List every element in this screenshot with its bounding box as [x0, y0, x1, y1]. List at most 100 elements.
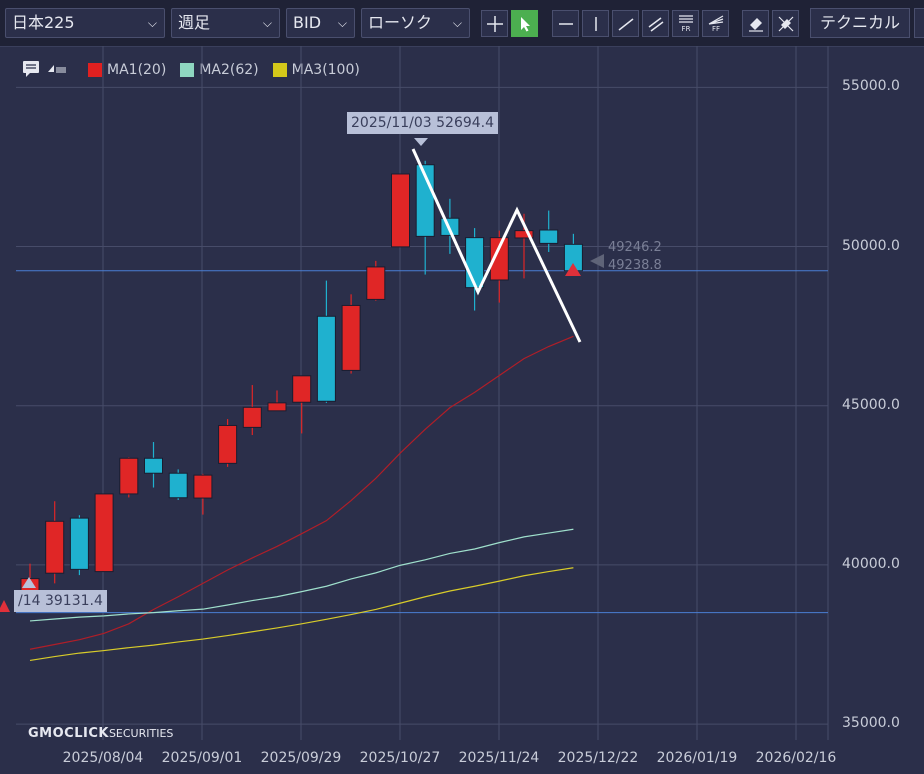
candle: [242, 385, 262, 436]
candle: [218, 419, 238, 467]
chart-legend: MA1(20) MA2(62) MA3(100): [20, 60, 374, 80]
low-tooltip: /14 39131.4: [14, 590, 107, 612]
candle: [366, 260, 386, 301]
candle-body: [341, 304, 361, 371]
legend-label: MA3(100): [291, 62, 360, 78]
x-tick-label: 2025/09/29: [260, 750, 342, 766]
collapse-legend-icon[interactable]: [46, 61, 68, 79]
candle-body: [563, 243, 583, 272]
candle-body: [292, 375, 312, 403]
chart-grid: [16, 46, 829, 740]
clear-all-button[interactable]: [772, 10, 799, 37]
brand-sub: SECURITIES: [108, 727, 174, 740]
symbol-select[interactable]: 日本225 ⌵: [5, 8, 165, 38]
technical-button[interactable]: テクニカル: [810, 8, 910, 38]
candle-body: [119, 457, 139, 495]
x-tick-label: 2026/02/16: [755, 750, 837, 766]
horizontal-line-button[interactable]: [552, 10, 579, 37]
brand-main: GMOCLICK: [28, 726, 109, 741]
candlesticks: [20, 160, 583, 594]
clear-all-icon: [778, 16, 793, 32]
candle-body: [539, 229, 559, 244]
candle-body: [415, 164, 435, 237]
candle-body: [94, 493, 114, 573]
crosshair-button[interactable]: [481, 10, 508, 37]
moving-averages: [29, 335, 574, 662]
last-price-label: 49238.8: [608, 258, 662, 273]
chart-toolbar: 日本225 ⌵ 週足 ⌵ BID ⌵ ローソク ⌵ FR FF: [0, 0, 924, 47]
candle: [539, 210, 559, 252]
candle: [144, 442, 163, 488]
toolbar-overflow-button[interactable]: [914, 8, 924, 38]
candle-body: [168, 472, 188, 499]
candle-body: [193, 474, 213, 499]
candle: [267, 390, 287, 412]
parallel-line-button[interactable]: [642, 10, 669, 37]
user-drawing: [411, 148, 582, 343]
candle: [94, 493, 114, 573]
period-select[interactable]: 週足 ⌵: [171, 8, 280, 38]
candle-body: [316, 315, 336, 402]
candle: [168, 469, 188, 500]
fibonacci-fan-button[interactable]: FF: [702, 10, 729, 37]
candle-body: [440, 217, 460, 236]
candle: [489, 230, 509, 303]
chevron-down-icon: ⌵: [452, 16, 462, 30]
legend-swatch: [88, 63, 102, 77]
legend-ma2: MA2(62): [180, 62, 259, 78]
legend-ma1: MA1(20): [88, 62, 166, 78]
y-tick-label: 45000.0: [842, 396, 900, 413]
vertical-line-button[interactable]: [582, 10, 609, 37]
fibonacci-retracement-text: FR: [681, 25, 690, 32]
chart-type-value: ローソク: [368, 13, 433, 32]
price-arrow-icon: [590, 254, 604, 268]
signal-up-triangle: [0, 600, 10, 612]
trend-line-button[interactable]: [612, 10, 639, 37]
comment-icon[interactable]: [20, 59, 42, 81]
chevron-down-icon: ⌵: [262, 16, 272, 30]
markers: [0, 254, 604, 612]
x-tick-label: 2025/12/22: [557, 750, 639, 766]
candle: [20, 563, 40, 594]
trend-line-icon: [618, 18, 633, 31]
candle: [193, 473, 213, 515]
pointer-icon: [520, 17, 530, 32]
brand-logo: GMOCLICKSECURITIES: [28, 726, 173, 741]
candle-body: [366, 266, 386, 300]
y-tick-label: 50000.0: [842, 237, 900, 254]
fibonacci-retracement-button[interactable]: FR: [672, 10, 699, 37]
chart-type-select[interactable]: ローソク ⌵: [361, 8, 470, 38]
legend-swatch: [180, 63, 195, 77]
candle: [119, 457, 139, 498]
bid-price-label: 49246.2: [608, 240, 662, 255]
candle: [465, 228, 485, 311]
eraser-button[interactable]: [742, 10, 769, 37]
low-marker-triangle: [22, 577, 36, 588]
symbol-value: 日本225: [12, 13, 75, 32]
vertical-line-icon: [594, 17, 597, 31]
ma-line-1: [29, 335, 574, 650]
candle-body: [218, 424, 238, 464]
candle: [45, 501, 65, 584]
candle: [563, 233, 583, 274]
y-tick-label: 40000.0: [842, 555, 900, 572]
ma-line-3: [29, 567, 574, 662]
y-tick-label: 55000.0: [842, 78, 900, 95]
tooltip-pointer: [414, 138, 428, 146]
x-tick-label: 2025/10/27: [359, 750, 441, 766]
candle: [292, 375, 312, 434]
candle: [415, 160, 435, 275]
side-value: BID: [293, 13, 322, 32]
horizontal-line-icon: [558, 23, 573, 25]
drawn-zigzag-line: [411, 148, 582, 343]
side-select[interactable]: BID ⌵: [286, 8, 355, 38]
candle: [316, 280, 336, 403]
parallel-line-icon: [648, 17, 663, 32]
pointer-button[interactable]: [511, 10, 538, 37]
candle-body: [489, 237, 509, 281]
horizontal-lines: [16, 270, 828, 614]
x-tick-label: 2025/09/01: [161, 750, 243, 766]
fibonacci-retracement-icon: FR: [678, 15, 693, 32]
candle-body: [391, 173, 410, 248]
x-tick-label: 2026/01/19: [656, 750, 738, 766]
